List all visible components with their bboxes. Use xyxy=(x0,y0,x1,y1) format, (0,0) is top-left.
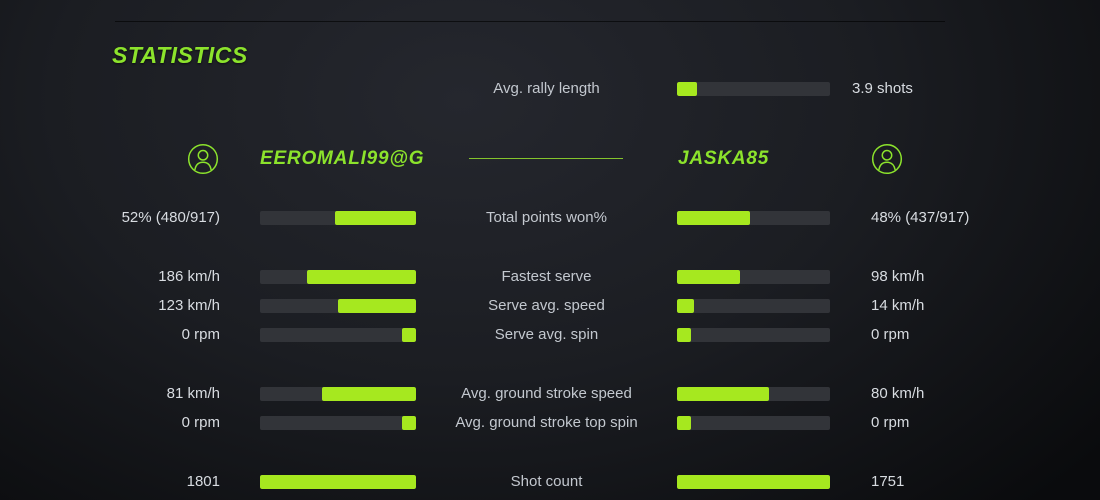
left-player-value: 0 rpm xyxy=(181,326,220,343)
right-bar-fill xyxy=(677,475,830,489)
stat-row-fastest-serve: 186 km/h Fastest serve 98 km/h xyxy=(0,263,1100,291)
left-player-avatar-icon xyxy=(187,143,219,175)
right-player-bar xyxy=(677,211,830,225)
stat-row-shot-count: 1801 Shot count 1751 xyxy=(0,468,1100,496)
stat-label: Fastest serve xyxy=(501,268,592,285)
left-player-bar xyxy=(260,416,416,430)
stat-label: Avg. ground stroke speed xyxy=(461,385,632,402)
left-bar-fill xyxy=(401,416,416,430)
left-player-value: 81 km/h xyxy=(166,385,220,402)
left-bar-fill xyxy=(306,270,416,284)
stat-label: Serve avg. spin xyxy=(494,326,599,343)
left-player-bar xyxy=(260,475,416,489)
left-player-name: EEROMALI99@G xyxy=(260,148,425,169)
right-player-value: 14 km/h xyxy=(871,297,925,314)
left-player-value: 186 km/h xyxy=(158,268,220,285)
right-bar-fill xyxy=(677,387,769,401)
header-divider xyxy=(115,21,945,22)
stat-label: Avg. ground stroke top spin xyxy=(455,414,638,431)
left-player-bar xyxy=(260,328,416,342)
avg-rally-length-row: Avg. rally length 3.9 shots xyxy=(0,75,1100,103)
right-player-value: 0 rpm xyxy=(871,326,910,343)
right-player-bar xyxy=(677,328,830,342)
stat-row-serve-avg-spin: 0 rpm Serve avg. spin 0 rpm xyxy=(0,321,1100,349)
stat-row-total-points: 52% (480/917) Total points won% 48% (437… xyxy=(0,204,1100,232)
rally-length-value: 3.9 shots xyxy=(852,80,913,97)
left-bar-fill xyxy=(401,328,416,342)
right-player-bar xyxy=(677,270,830,284)
stat-label: Avg. rally length xyxy=(493,80,600,97)
right-bar-fill xyxy=(677,299,694,313)
left-player-value: 0 rpm xyxy=(181,414,220,431)
left-bar-fill xyxy=(338,299,416,313)
right-player-value: 98 km/h xyxy=(871,268,925,285)
right-player-bar xyxy=(677,416,830,430)
left-player-value: 1801 xyxy=(186,473,220,490)
left-bar-fill xyxy=(322,387,416,401)
rally-length-bar xyxy=(677,82,830,96)
right-player-value: 80 km/h xyxy=(871,385,925,402)
left-player-bar xyxy=(260,270,416,284)
left-player-bar xyxy=(260,387,416,401)
right-bar-fill xyxy=(677,328,691,342)
left-bar-fill xyxy=(260,475,416,489)
right-player-value: 0 rpm xyxy=(871,414,910,431)
left-bar-fill xyxy=(334,211,416,225)
right-bar-fill xyxy=(677,270,740,284)
stat-label: Shot count xyxy=(510,473,583,490)
players-header: EEROMALI99@G JASKA85 xyxy=(0,138,1100,180)
right-player-avatar-icon xyxy=(871,143,903,175)
left-player-bar xyxy=(260,211,416,225)
right-player-value: 48% (437/917) xyxy=(871,209,970,226)
stat-label: Serve avg. speed xyxy=(488,297,605,314)
stat-row-ground-stroke-speed: 81 km/h Avg. ground stroke speed 80 km/h xyxy=(0,380,1100,408)
left-player-bar xyxy=(260,299,416,313)
right-player-bar xyxy=(677,475,830,489)
right-player-value: 1751 xyxy=(871,473,905,490)
stat-row-ground-stroke-top-spin: 0 rpm Avg. ground stroke top spin 0 rpm xyxy=(0,409,1100,437)
right-player-bar xyxy=(677,387,830,401)
right-bar-fill xyxy=(677,211,751,225)
stat-row-serve-avg-speed: 123 km/h Serve avg. speed 14 km/h xyxy=(0,292,1100,320)
page-title: STATISTICS xyxy=(112,42,248,68)
names-divider xyxy=(469,158,623,159)
right-bar-fill xyxy=(677,416,691,430)
left-player-value: 123 km/h xyxy=(158,297,220,314)
left-player-value: 52% (480/917) xyxy=(121,209,220,226)
stat-label: Total points won% xyxy=(486,209,607,226)
rally-length-bar-fill xyxy=(677,82,697,96)
right-player-bar xyxy=(677,299,830,313)
right-player-name: JASKA85 xyxy=(678,148,770,169)
